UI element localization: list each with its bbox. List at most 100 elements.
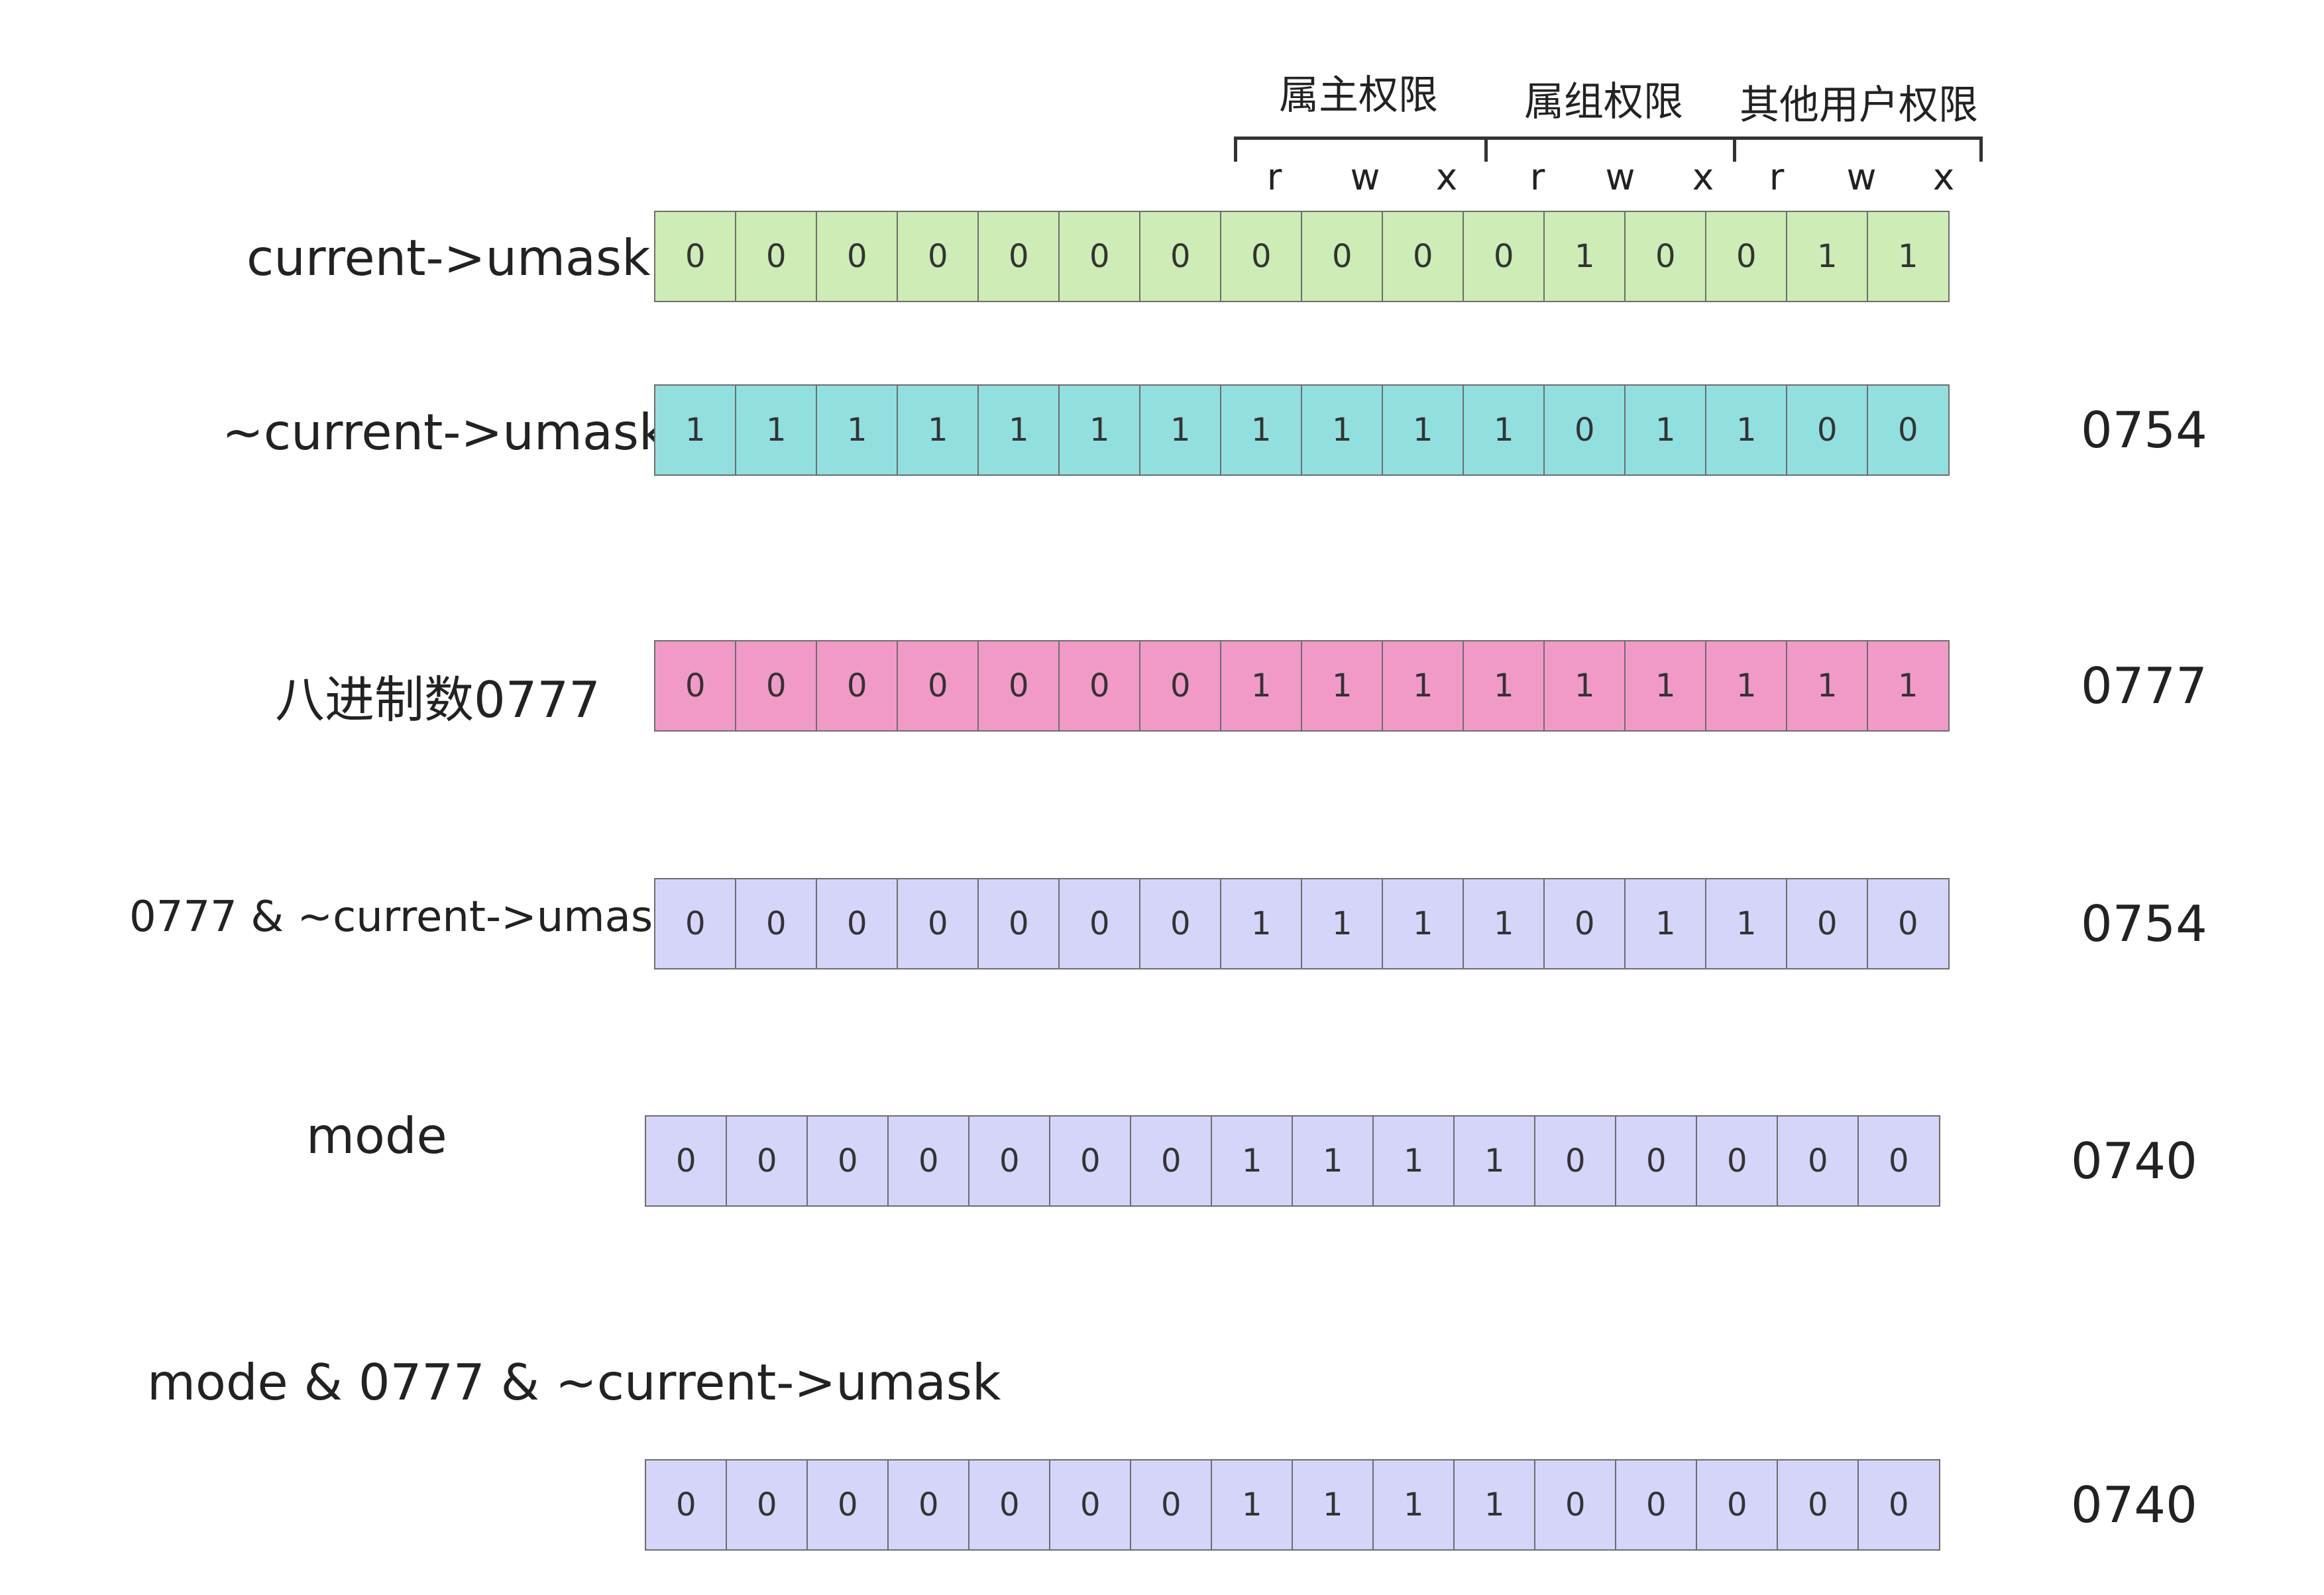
perm-letter-w: w	[1605, 156, 1635, 198]
bit-cell: 1	[1705, 878, 1788, 969]
bracket-tick-right	[1979, 137, 1983, 162]
bit-cell: 1	[1301, 384, 1384, 476]
bit-cell: 0	[806, 1459, 889, 1551]
bit-cell: 0	[977, 878, 1060, 969]
bit-cell: 0	[1534, 1115, 1617, 1207]
bit-cell: 1	[654, 384, 737, 476]
bit-cell: 1	[1220, 878, 1303, 969]
bit-cell: 1	[1292, 1115, 1374, 1207]
perm-letter-w: w	[1846, 156, 1877, 198]
bit-cell: 1	[1382, 384, 1465, 476]
row-label: 0777 & ~current->umask	[129, 893, 678, 942]
bit-cell: 0	[897, 640, 979, 732]
bit-cell: 0	[654, 640, 737, 732]
others-permission-header: 其他用户权限	[1740, 82, 1978, 129]
bit-cell: 0	[1696, 1115, 1779, 1207]
perm-letter-w: w	[1350, 156, 1380, 198]
bit-cell: 1	[1292, 1459, 1374, 1551]
bit-cell: 0	[968, 1115, 1051, 1207]
bit-cell: 0	[654, 878, 737, 969]
bit-cell: 0	[1301, 211, 1384, 302]
row-label: 八进制数0777	[275, 671, 600, 729]
bracket-tick-left	[1234, 137, 1237, 162]
bit-cell: 0	[1867, 384, 1950, 476]
octal-value: 0754	[2081, 895, 2207, 953]
bit-cell: 0	[1130, 1115, 1213, 1207]
bit-cell: 0	[645, 1459, 728, 1551]
bit-cell: 0	[1220, 211, 1303, 302]
bit-cell: 0	[1139, 878, 1222, 969]
bit-cell: 0	[1777, 1115, 1859, 1207]
bit-cell: 0	[887, 1459, 970, 1551]
bit-cell: 1	[1220, 384, 1303, 476]
bit-cell: 0	[654, 211, 737, 302]
bit-cell: 1	[1372, 1115, 1455, 1207]
bit-cell: 0	[977, 211, 1060, 302]
octal-value: 0740	[2071, 1476, 2197, 1534]
perm-letter-r: r	[1529, 156, 1545, 198]
bit-cell: 1	[1624, 878, 1707, 969]
bit-cell: 1	[1463, 878, 1545, 969]
bit-cell: 1	[1463, 640, 1545, 732]
permission-bracket-line	[1234, 137, 1983, 140]
bit-cell: 1	[1624, 640, 1707, 732]
bit-cell: 1	[1705, 384, 1788, 476]
bit-cell: 1	[735, 384, 818, 476]
bit-cell: 0	[1615, 1115, 1698, 1207]
row-label: mode	[306, 1107, 447, 1165]
bit-cell: 1	[1624, 384, 1707, 476]
bit-cell: 0	[816, 640, 899, 732]
bit-cell: 0	[816, 878, 899, 969]
bit-cell: 0	[1463, 211, 1545, 302]
bit-cell: 0	[897, 878, 979, 969]
bit-cell: 1	[1211, 1459, 1294, 1551]
bit-cell: 1	[1382, 640, 1465, 732]
bit-cell: 0	[1705, 211, 1788, 302]
bit-cell: 1	[816, 384, 899, 476]
perm-letter-x: x	[1692, 156, 1714, 198]
octal-value: 0740	[2071, 1132, 2197, 1190]
bit-cell: 1	[1058, 384, 1141, 476]
bit-cell: 0	[977, 640, 1060, 732]
bit-cell: 1	[1786, 211, 1869, 302]
bracket-tick-owner-group	[1484, 137, 1488, 162]
bit-cell: 0	[887, 1115, 970, 1207]
bit-cell: 0	[1777, 1459, 1859, 1551]
bit-cell: 0	[897, 211, 979, 302]
bit-cell: 0	[1624, 211, 1707, 302]
bit-cell: 0	[1543, 384, 1626, 476]
bit-cell: 0	[1857, 1459, 1940, 1551]
bit-cell: 1	[1543, 640, 1626, 732]
bit-cell: 1	[1139, 384, 1222, 476]
perm-letter-x: x	[1435, 156, 1458, 198]
octal-value: 0777	[2081, 657, 2207, 715]
owner-permission-header: 属主权限	[1279, 72, 1438, 119]
bit-cell: 1	[897, 384, 979, 476]
bit-cell: 0	[1049, 1115, 1132, 1207]
perm-letter-r: r	[1769, 156, 1785, 198]
bit-cell: 1	[1382, 878, 1465, 969]
bit-cell: 0	[1543, 878, 1626, 969]
bit-cell: 0	[1382, 211, 1465, 302]
bit-cell: 1	[1220, 640, 1303, 732]
bit-cell: 1	[1867, 640, 1950, 732]
bit-cell: 0	[816, 211, 899, 302]
bit-cell: 0	[1534, 1459, 1617, 1551]
bracket-tick-group-others	[1733, 137, 1736, 162]
bit-cell: 0	[968, 1459, 1051, 1551]
bit-cell: 0	[726, 1115, 808, 1207]
bit-cell: 1	[1705, 640, 1788, 732]
group-permission-header: 属组权限	[1524, 79, 1683, 125]
bit-cell: 1	[977, 384, 1060, 476]
perm-letter-r: r	[1266, 156, 1282, 198]
bit-cell: 1	[1867, 211, 1950, 302]
bit-cell: 0	[645, 1115, 728, 1207]
bit-cell: 1	[1301, 640, 1384, 732]
bit-cell: 1	[1463, 384, 1545, 476]
bit-cell: 0	[1696, 1459, 1779, 1551]
bit-cell: 0	[1786, 878, 1869, 969]
bit-cell: 0	[1058, 211, 1141, 302]
